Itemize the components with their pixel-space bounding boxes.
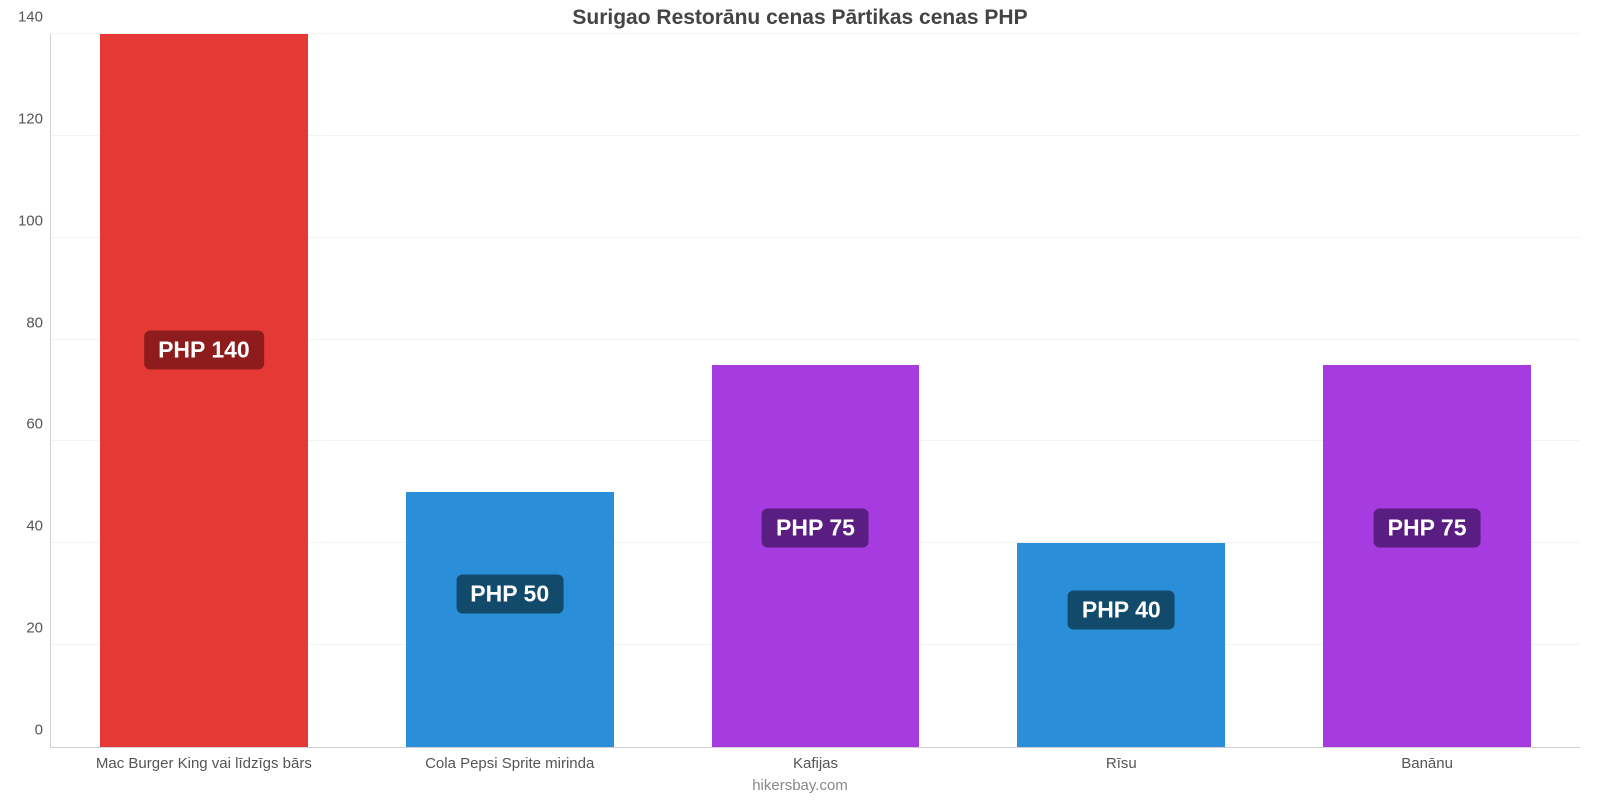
y-tick-label: 60 [26, 416, 43, 433]
bar-value-badge: PHP 140 [144, 330, 264, 369]
price-bar-chart: Surigao Restorānu cenas Pārtikas cenas P… [0, 0, 1600, 800]
chart-attribution: hikersbay.com [0, 777, 1600, 794]
y-tick-label: 0 [35, 722, 43, 739]
x-tick-label: Banānu [1401, 755, 1453, 772]
bar-value-badge: PHP 50 [456, 575, 563, 614]
bar-value-badge: PHP 75 [762, 509, 869, 548]
bar-value-badge: PHP 40 [1068, 590, 1175, 629]
chart-title: Surigao Restorānu cenas Pārtikas cenas P… [0, 6, 1600, 30]
bar [712, 365, 920, 747]
x-tick-label: Cola Pepsi Sprite mirinda [425, 755, 594, 772]
y-tick-label: 80 [26, 314, 43, 331]
x-tick-label: Kafijas [793, 755, 838, 772]
bar-value-badge: PHP 75 [1374, 509, 1481, 548]
bar-slot: PHP 75Kafijas [712, 34, 920, 747]
bar [1017, 543, 1225, 747]
x-tick-label: Mac Burger King vai līdzīgs bārs [96, 755, 312, 772]
x-tick-label: Rīsu [1106, 755, 1137, 772]
y-tick-label: 100 [18, 212, 43, 229]
bar-slot: PHP 75Banānu [1323, 34, 1531, 747]
y-tick-label: 140 [18, 9, 43, 26]
y-tick-label: 40 [26, 518, 43, 535]
bar-slot: PHP 40Rīsu [1017, 34, 1225, 747]
bar [406, 492, 614, 747]
y-tick-label: 120 [18, 110, 43, 127]
bar-slot: PHP 50Cola Pepsi Sprite mirinda [406, 34, 614, 747]
bar [100, 34, 308, 747]
bar [1323, 365, 1531, 747]
bar-slot: PHP 140Mac Burger King vai līdzīgs bārs [100, 34, 308, 747]
y-tick-label: 20 [26, 620, 43, 637]
plot-area: 020406080100120140PHP 140Mac Burger King… [50, 34, 1580, 748]
